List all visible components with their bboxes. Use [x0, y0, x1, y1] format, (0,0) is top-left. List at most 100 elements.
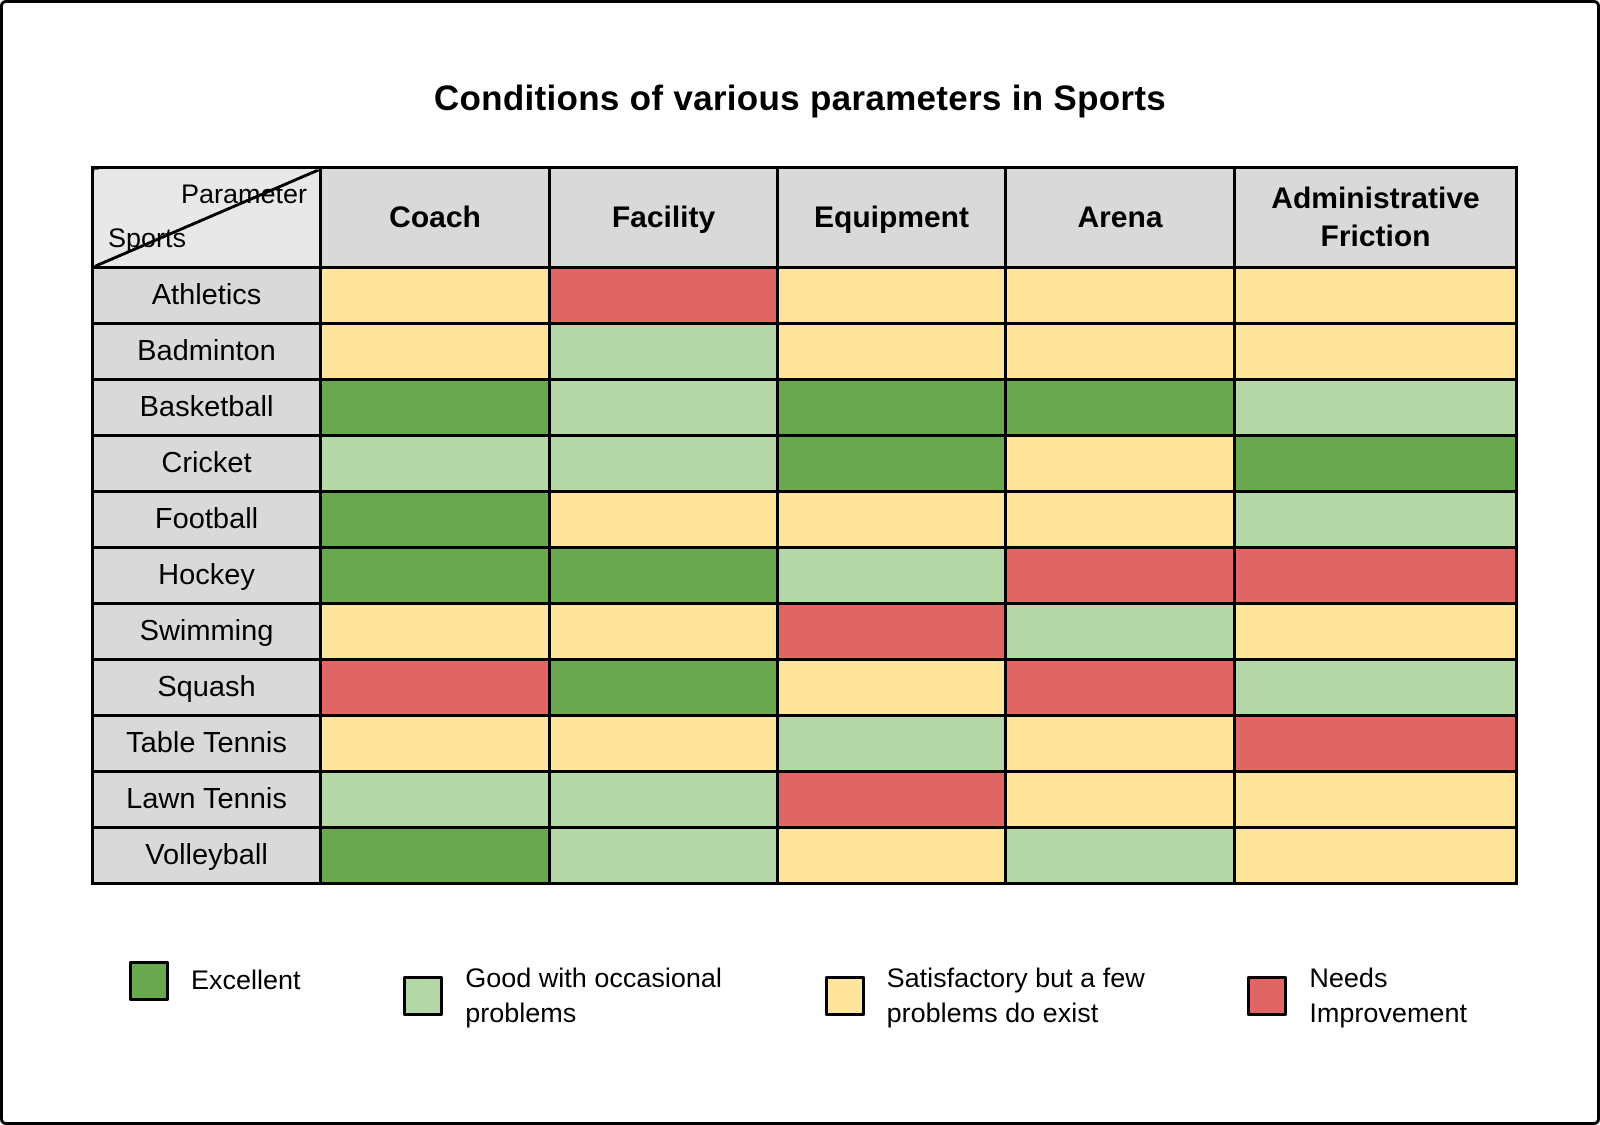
heatmap-cell: [1233, 546, 1518, 605]
table-row: Lawn Tennis: [91, 770, 1518, 829]
heatmap-table: Parameter Sports Coach Facility Equipmen…: [91, 166, 1518, 885]
legend-swatch: [403, 976, 444, 1017]
table-row: Badminton: [91, 322, 1518, 381]
heatmap-cell: [548, 714, 779, 773]
heatmap-cell: [548, 658, 779, 717]
chart-title: Conditions of various parameters in Spor…: [433, 79, 1167, 118]
heatmap-cell: [776, 826, 1007, 885]
heatmap-cell: [548, 490, 779, 549]
table-row: Swimming: [91, 602, 1518, 661]
row-label-badminton: Badminton: [91, 322, 322, 381]
heatmap-cell: [548, 378, 779, 437]
heatmap-cell: [319, 770, 551, 829]
heatmap-cell: [776, 658, 1007, 717]
legend-swatch: [1247, 976, 1288, 1017]
heatmap-cell: [319, 322, 551, 381]
heatmap-cell: [776, 378, 1007, 437]
legend-label: Satisfactory but a few problems do exist: [886, 963, 1145, 1029]
heatmap-cell: [776, 266, 1007, 325]
heatmap-cell: [1004, 434, 1236, 493]
heatmap-cell: [319, 266, 551, 325]
heatmap-cell: [319, 434, 551, 493]
row-label-basketball: Basketball: [91, 378, 322, 437]
heatmap-cell: [548, 434, 779, 493]
table-row: Hockey: [91, 546, 1518, 605]
row-label-cricket: Cricket: [91, 434, 322, 493]
heatmap-cell: [1233, 658, 1518, 717]
heatmap-cell: [1004, 546, 1236, 605]
row-label-volleyball: Volleyball: [91, 826, 322, 885]
legend-label: Needs Improvement: [1309, 963, 1467, 1029]
table-row: Cricket: [91, 434, 1518, 493]
legend-item-satisfactory: Satisfactory but a few problems do exist: [824, 961, 1145, 1031]
column-header-arena: Arena: [1004, 166, 1236, 269]
table-row: Football: [91, 490, 1518, 549]
heatmap-cell: [548, 770, 779, 829]
heatmap-cell: [1004, 490, 1236, 549]
heatmap-cell: [1233, 266, 1518, 325]
column-header-equipment: Equipment: [776, 166, 1007, 269]
heatmap-cell: [1233, 378, 1518, 437]
heatmap-cell: [776, 490, 1007, 549]
heatmap-cell: [776, 546, 1007, 605]
heatmap-cell: [1004, 322, 1236, 381]
table-row: Basketball: [91, 378, 1518, 437]
heatmap-cell: [548, 322, 779, 381]
heatmap-body: Athletics Badminton Basketball Cricket Footb…: [91, 266, 1518, 885]
row-label-hockey: Hockey: [91, 546, 322, 605]
heatmap-cell: [1233, 602, 1518, 661]
heatmap-cell: [1004, 826, 1236, 885]
table-row: Athletics: [91, 266, 1518, 325]
row-label-squash: Squash: [91, 658, 322, 717]
heatmap-cell: [1233, 490, 1518, 549]
heatmap-cell: [1004, 770, 1236, 829]
heatmap-cell: [548, 266, 779, 325]
row-label-lawn-tennis: Lawn Tennis: [91, 770, 322, 829]
heatmap-cell: [1233, 714, 1518, 773]
heatmap-cell: [776, 714, 1007, 773]
row-label-swimming: Swimming: [91, 602, 322, 661]
legend: Excellent Good with occasional problems Sa…: [91, 961, 1515, 1031]
heatmap-cell: [319, 658, 551, 717]
heatmap-cell: [1004, 266, 1236, 325]
heatmap-cell: [319, 490, 551, 549]
heatmap-cell: [319, 546, 551, 605]
column-header-facility: Facility: [548, 166, 779, 269]
row-label-table-tennis: Table Tennis: [91, 714, 322, 773]
corner-label-sports: Sports: [108, 223, 187, 253]
legend-item-needs_improvement: Needs Improvement: [1247, 961, 1467, 1031]
legend-swatch: [824, 976, 865, 1017]
heatmap-cell: [1233, 322, 1518, 381]
legend-label: Excellent: [191, 965, 301, 996]
heatmap-cell: [1004, 378, 1236, 437]
heatmap-cell: [1004, 658, 1236, 717]
legend-item-good: Good with occasional problems: [403, 961, 722, 1031]
heatmap-cell: [319, 826, 551, 885]
table-row: Squash: [91, 658, 1518, 717]
heatmap-cell: [548, 546, 779, 605]
header-row: Parameter Sports Coach Facility Equipmen…: [91, 166, 1518, 269]
row-label-football: Football: [91, 490, 322, 549]
heatmap-cell: [776, 434, 1007, 493]
table-row: Volleyball: [91, 826, 1518, 885]
column-header-coach: Coach: [319, 166, 551, 269]
table-row: Table Tennis: [91, 714, 1518, 773]
heatmap-cell: [319, 602, 551, 661]
corner-label-parameter: Parameter: [180, 179, 307, 209]
heatmap-cell: [548, 602, 779, 661]
legend-swatch: [129, 961, 169, 1001]
heatmap-cell: [1004, 714, 1236, 773]
row-label-athletics: Athletics: [91, 266, 322, 325]
heatmap-cell: [319, 714, 551, 773]
heatmap-cell: [776, 770, 1007, 829]
heatmap-cell: [1233, 770, 1518, 829]
legend-label: Good with occasional problems: [465, 963, 722, 1029]
corner-cell: Parameter Sports: [91, 166, 322, 269]
heatmap-cell: [1233, 434, 1518, 493]
heatmap-cell: [548, 826, 779, 885]
heatmap-cell: [776, 322, 1007, 381]
heatmap-cell: [319, 378, 551, 437]
heatmap-cell: [1233, 826, 1518, 885]
column-header-administrative-friction: Administrative Friction: [1233, 166, 1518, 269]
